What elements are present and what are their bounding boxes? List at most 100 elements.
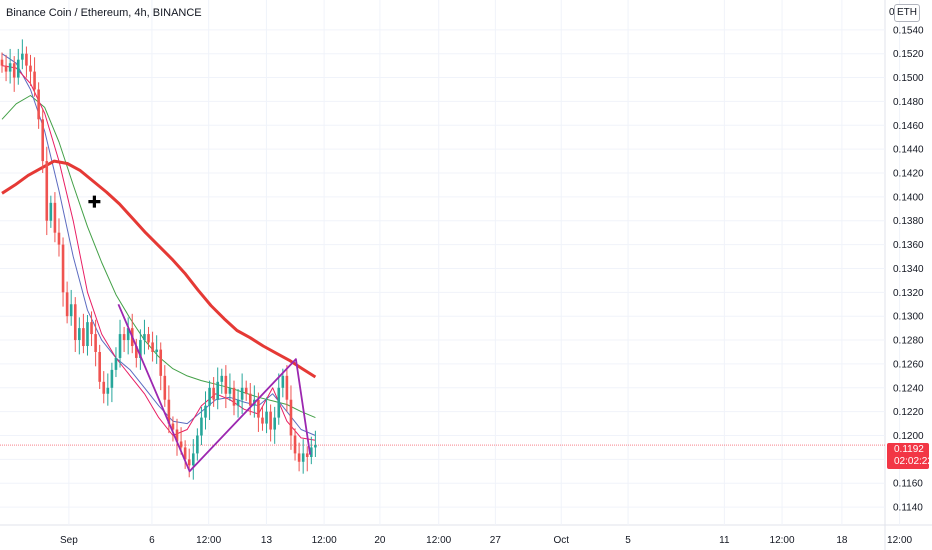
annotations [88,195,101,208]
price-tick-label: 0.1220 [893,407,924,418]
candle-body [90,322,93,335]
candle-body [236,399,240,406]
price-axis: 0.11400.11600.11800.12000.12200.12400.12… [893,25,924,513]
candle-body [277,387,281,418]
candle-body [143,334,146,341]
price-tick-label: 0.1520 [893,49,924,60]
candle-body [285,375,289,400]
candle-body [220,375,224,382]
candle-body [98,351,101,382]
candle-body [0,59,4,66]
candle-body [8,63,12,72]
candle-body [78,328,81,341]
price-tick-label: 0.1500 [893,73,924,84]
last-price-tag: 0.1192 02:02:22 [887,443,932,469]
candle-body [314,445,317,448]
candle-body [281,375,285,388]
ma-pink-line [1,65,316,441]
candle-body [126,328,130,341]
last-price-label: 0.1192 [894,444,924,455]
candle-body [305,453,309,457]
candle-body [25,53,28,66]
price-tick-label: 0.1200 [893,431,924,442]
price-tick-label: 0.1460 [893,121,924,132]
candle-body [228,387,232,394]
candle-body [257,399,260,418]
candle-body [29,65,32,72]
time-tick-label: 12:00 [770,535,795,546]
candle-body [106,387,110,394]
candle-body [155,349,158,352]
candle-body [82,328,85,347]
time-tick-label: 18 [836,535,848,546]
candle-body [21,53,24,60]
candle-body [297,453,301,462]
candle-body [110,369,114,388]
price-tick-label: 0.1440 [893,145,924,156]
time-tick-label: 12:00 [312,535,337,546]
price-tick-label: 0.1140 [893,503,923,514]
price-tick-label: 0.1300 [893,312,924,323]
candles [0,39,317,480]
ma-blue-line [1,53,316,436]
price-tick-label: 0.1380 [893,216,924,227]
candle-body [240,387,244,400]
candle-body [45,161,49,221]
candle-body [216,381,220,400]
candle-body [94,334,97,352]
candle-body [269,411,272,430]
ma-thick-line [1,159,317,379]
candle-body [248,393,252,406]
price-tick-label: 0.1340 [893,264,924,275]
candle-body [187,459,191,466]
time-axis: Sep 6 12:00 13 12:00 20 12:00 27 Oct 5 11 12:00 18 12… [60,535,913,546]
candle-body [179,441,183,448]
candle-body [118,334,122,358]
price-tick-label: 0.1360 [893,240,924,251]
candle-body [293,435,297,454]
candle-body [273,417,276,430]
candle-body [33,71,36,90]
time-tick-label: 12:00 [426,535,451,546]
cross-marker-icon [88,195,101,208]
candle-body [65,292,69,317]
candle-body [204,405,207,418]
candle-body [163,375,167,400]
price-tick-label: 0.1320 [893,288,924,299]
candle-body [73,304,77,341]
candle-body [122,334,126,341]
time-tick-label: 11 [719,535,730,546]
bar-countdown-label: 02:02:22 [894,456,932,467]
candle-body [49,202,53,221]
time-tick-label: 12:00 [887,535,912,546]
chart-title: Binance Coin / Ethereum, 4h, BINANCE [6,7,202,19]
time-tick-label: 13 [261,535,273,546]
currency-selector[interactable]: ETH [894,4,920,22]
moving-averages [1,53,317,441]
candle-body [224,375,228,394]
candle-body [139,340,142,358]
price-tick-label: 0.1160 [893,479,923,490]
price-tick-label: 0.1240 [893,383,924,394]
candle-body [102,381,106,394]
time-tick-label: 5 [625,535,631,546]
candle-body [310,447,313,457]
candle-body [86,322,89,347]
candle-body [289,399,293,436]
candle-body [41,119,44,162]
candle-body [37,89,40,120]
candle-body [171,423,175,430]
time-tick-label: 12:00 [196,535,221,546]
price-tick-label: 0.1280 [893,336,924,347]
candle-body [261,417,264,424]
time-tick-label: Sep [60,535,78,546]
price-tick-label: 0.1480 [893,97,924,108]
candle-body [151,342,154,352]
candle-body [135,346,138,358]
drawn-pattern [117,303,311,473]
time-tick-label: 6 [149,535,155,546]
candle-body [114,357,118,370]
candle-body [232,387,236,406]
candle-body [244,387,248,394]
